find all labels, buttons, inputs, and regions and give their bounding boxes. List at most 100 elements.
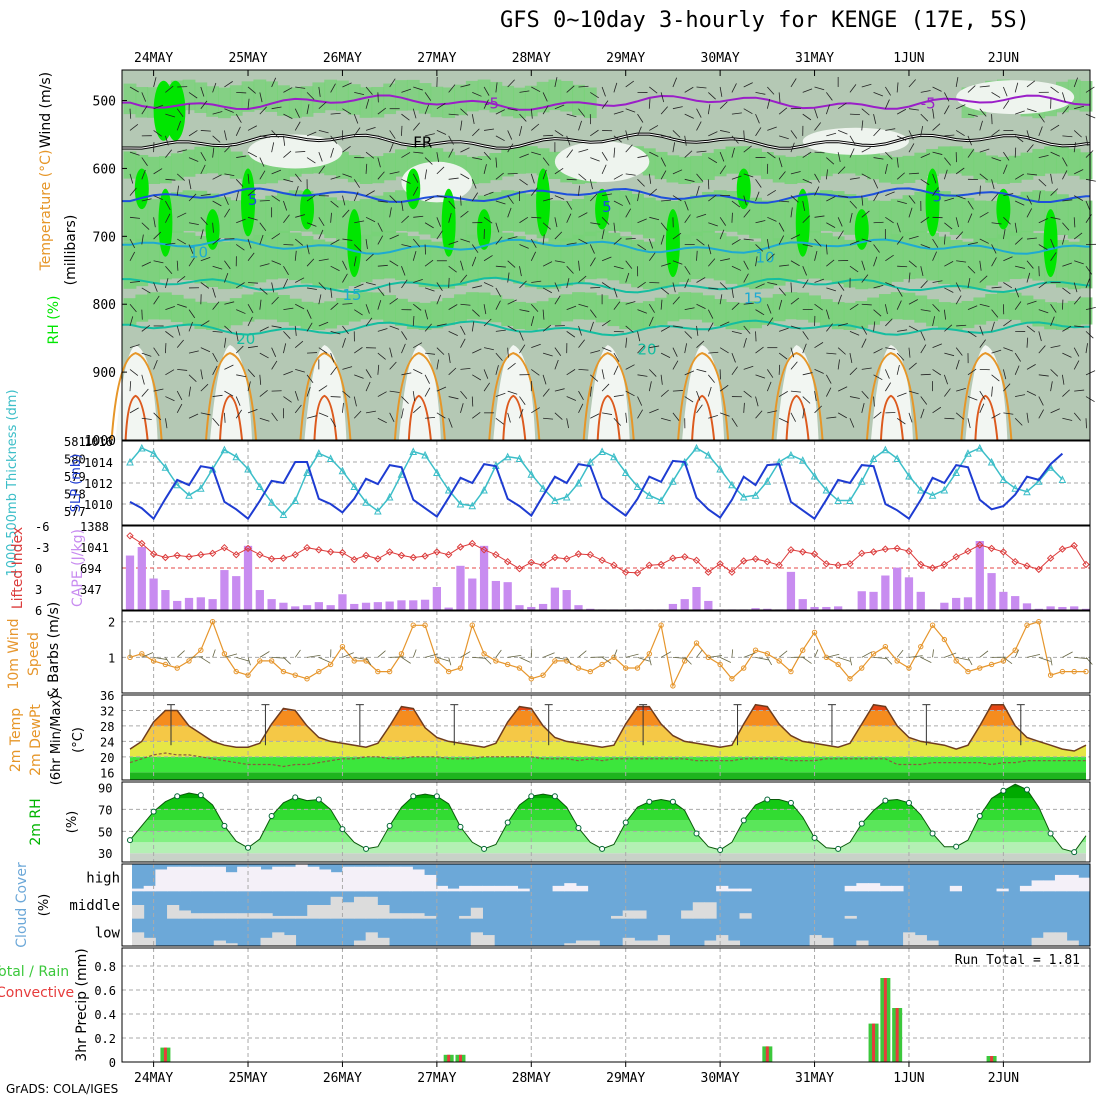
cape-bar (491, 580, 501, 610)
li-point (633, 569, 642, 577)
rh2m-point (929, 830, 936, 837)
wind10-barb (554, 656, 569, 661)
wind-barb (542, 352, 553, 357)
wind10-line (129, 620, 1086, 688)
wind-barb (165, 178, 176, 181)
wind10-barb (412, 649, 417, 658)
isotherm-line (122, 238, 1090, 255)
wind-barb (707, 244, 712, 255)
wind-barb (684, 135, 687, 146)
wind-barb (778, 352, 788, 360)
wind-barb (590, 413, 600, 419)
rh-dry-pocket (554, 141, 650, 183)
wind-barb (1003, 164, 1008, 175)
wind-barb (578, 120, 582, 131)
wind-barb (743, 195, 747, 206)
wind-barb (790, 234, 801, 240)
wind-barb (318, 385, 328, 392)
wind-barb (684, 178, 695, 182)
cape-ylabel: CAPE (J/kg) (70, 529, 86, 607)
slp-line (129, 452, 1064, 521)
wind-barb (719, 151, 725, 162)
rh-band (973, 152, 987, 180)
wind-barb (707, 104, 711, 115)
wind-barb (472, 285, 483, 289)
wind10-barb (920, 656, 932, 663)
li-point (291, 550, 299, 559)
cape-bar (1011, 596, 1020, 610)
thickness-point (444, 485, 453, 494)
wind-barb (401, 396, 409, 404)
wind-barb (472, 157, 483, 160)
wind-barb (944, 157, 951, 166)
rh-band (206, 146, 220, 174)
wind-barb (743, 302, 754, 305)
wind-barb (637, 374, 648, 377)
wind-barb (342, 338, 346, 348)
thickness-point (326, 454, 335, 462)
wind10-tick-label: 1 (108, 651, 115, 665)
isotherm-freezing-inner (122, 133, 1090, 149)
wind-barb (1050, 252, 1057, 261)
wind-barb (1062, 92, 1066, 103)
li-point (492, 550, 500, 559)
wind10-point (835, 661, 841, 668)
wind10-barb (495, 649, 502, 658)
wind-barb (637, 218, 647, 224)
date-label-top: 25MAY (228, 51, 267, 66)
pressure-tick-label: 1000 (85, 434, 116, 449)
wind-barb (684, 396, 694, 403)
rh-band (170, 192, 184, 234)
wind-barb (283, 214, 290, 223)
li-point (1046, 554, 1055, 562)
wind-barb (979, 238, 989, 244)
wind10-barb (956, 656, 970, 661)
wind-barb (955, 231, 964, 240)
wind-barb (578, 260, 580, 271)
wind-barb (731, 135, 739, 144)
wind-barb (401, 408, 404, 419)
wind-barb (625, 364, 635, 370)
cloud-row-label-high: high (86, 871, 120, 887)
cloud-cell-low (575, 940, 589, 946)
wind-barb (943, 169, 948, 180)
wind-barb (1073, 77, 1078, 88)
wind-barb (224, 325, 233, 333)
wind-barb (648, 381, 652, 392)
cloud-cell-middle (307, 905, 320, 919)
wind10-point (634, 665, 641, 671)
wind10-point (552, 658, 558, 664)
cape-bar (834, 606, 843, 610)
wind-barb (330, 302, 339, 310)
precip-ylabel: 3hr Precip (mm) (74, 948, 90, 1061)
rh-band (867, 200, 880, 242)
wind-barb (1085, 343, 1088, 354)
rh-band (784, 198, 798, 240)
wind-barb (672, 390, 683, 392)
isotherm-25 (960, 352, 1013, 441)
wind-barb (625, 237, 636, 240)
wind-barb (542, 92, 548, 102)
wind-barb (236, 155, 247, 158)
wind-barb (342, 273, 348, 283)
wind-barb (873, 244, 880, 253)
rh-band (619, 190, 633, 232)
rh-band (371, 156, 385, 184)
wind-barb (814, 186, 820, 196)
wind-barb (684, 113, 694, 119)
wind-barb (1062, 199, 1073, 202)
wind-barb (767, 410, 778, 414)
isotherm-25 (299, 352, 352, 441)
wind-barb (590, 374, 599, 382)
wind-barb (495, 109, 505, 115)
cloud-cell-low (1031, 937, 1044, 946)
rh2m-point (764, 796, 771, 803)
wind-barb (141, 222, 150, 230)
cloud-cell-middle (283, 915, 297, 919)
wind-barb (979, 173, 988, 181)
li-point (704, 568, 713, 576)
wind-barb (944, 388, 951, 397)
wind-barb (448, 353, 451, 364)
wind-barb (613, 287, 618, 298)
wind-barb (1062, 106, 1069, 115)
